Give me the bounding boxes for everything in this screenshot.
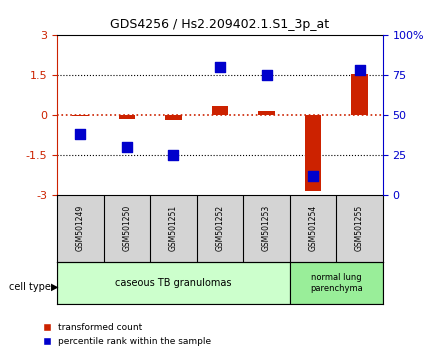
Point bbox=[124, 144, 131, 150]
Text: GSM501249: GSM501249 bbox=[76, 205, 85, 251]
Bar bbox=[212, 106, 228, 115]
Text: GSM501250: GSM501250 bbox=[122, 205, 132, 251]
Bar bbox=[72, 115, 88, 116]
Text: GSM501255: GSM501255 bbox=[355, 205, 364, 251]
Text: GSM501251: GSM501251 bbox=[169, 205, 178, 251]
Text: ▶: ▶ bbox=[51, 282, 58, 292]
Bar bbox=[165, 115, 182, 120]
Bar bbox=[305, 115, 321, 191]
Point bbox=[263, 72, 270, 78]
Text: GSM501254: GSM501254 bbox=[308, 205, 318, 251]
Point bbox=[356, 68, 363, 73]
Title: GDS4256 / Hs2.209402.1.S1_3p_at: GDS4256 / Hs2.209402.1.S1_3p_at bbox=[110, 18, 330, 32]
Text: normal lung
parenchyma: normal lung parenchyma bbox=[310, 274, 363, 293]
Legend: transformed count, percentile rank within the sample: transformed count, percentile rank withi… bbox=[40, 320, 215, 349]
Point bbox=[309, 173, 316, 178]
Bar bbox=[119, 115, 135, 119]
Text: GSM501253: GSM501253 bbox=[262, 205, 271, 251]
Bar bbox=[57, 262, 290, 304]
Bar bbox=[290, 262, 383, 304]
Point bbox=[77, 131, 84, 137]
Text: cell type: cell type bbox=[9, 282, 51, 292]
Text: caseous TB granulomas: caseous TB granulomas bbox=[115, 278, 232, 288]
Point bbox=[216, 64, 224, 70]
Bar bbox=[352, 74, 368, 115]
Bar bbox=[258, 111, 275, 115]
Point bbox=[170, 152, 177, 158]
Text: GSM501252: GSM501252 bbox=[216, 205, 224, 251]
